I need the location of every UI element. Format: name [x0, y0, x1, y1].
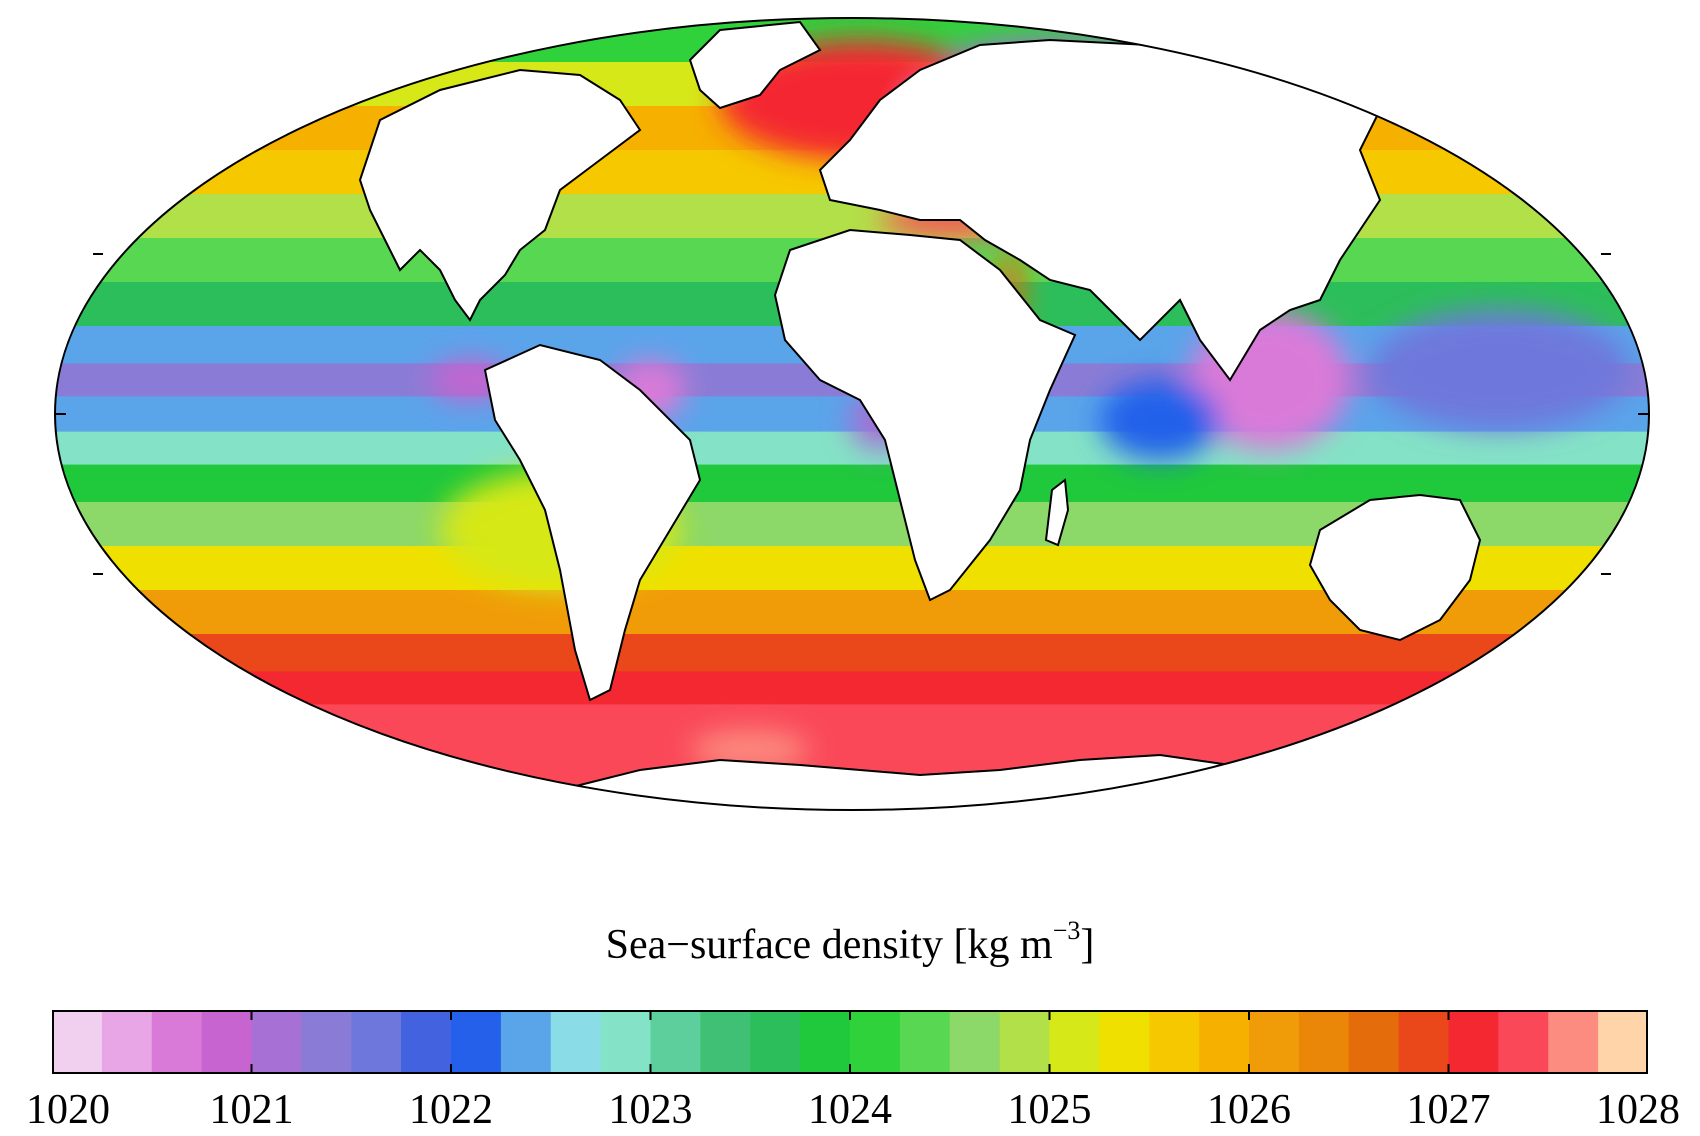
- colorbar-swatch: [1548, 1010, 1599, 1074]
- colorbar-swatch: [201, 1010, 252, 1074]
- colorbar-tick-label: 1027: [1406, 1087, 1491, 1133]
- colorbar-swatch: [1049, 1010, 1100, 1074]
- colorbar-swatch: [800, 1010, 851, 1074]
- colorbar-tick-label: 1028: [1596, 1087, 1680, 1133]
- colorbar-swatch: [351, 1010, 402, 1074]
- ocean-density-field: [55, 18, 1649, 810]
- land-eurasia: [818, 38, 1382, 382]
- colorbar-title-exponent: −3: [1052, 916, 1081, 945]
- land-madagascar: [1044, 478, 1070, 547]
- colorbar-swatch: [251, 1010, 302, 1074]
- colorbar-tick-label: 1021: [209, 1087, 294, 1133]
- colorbar-swatch: [52, 1010, 103, 1074]
- colorbar-swatch: [1099, 1010, 1150, 1074]
- colorbar-title: Sea−surface density [kg m−3]: [0, 916, 1700, 969]
- colorbar-tick-labels: 1020 1021 1022 1023 1024 1025 1026 1027 1028: [0, 1086, 1700, 1136]
- colorbar-swatch: [151, 1010, 203, 1074]
- colorbar-swatch: [600, 1010, 651, 1074]
- land-australia: [1308, 493, 1482, 642]
- colorbar-tick-label: 1024: [808, 1087, 892, 1133]
- map-border: [54, 17, 1650, 811]
- colorbar-swatch: [1398, 1010, 1449, 1074]
- density-band: [55, 464, 1649, 503]
- colorbar-swatch: [850, 1010, 901, 1074]
- colorbar-tick-label: 1022: [409, 1087, 493, 1133]
- colorbar-swatch: [1149, 1010, 1200, 1074]
- land-south-america: [483, 343, 702, 702]
- world-density-map: [54, 17, 1650, 811]
- colorbar-swatch: [650, 1010, 701, 1074]
- colorbar: [52, 1010, 1648, 1074]
- density-band: [55, 671, 1649, 706]
- colorbar-swatch: [949, 1010, 1001, 1074]
- land-greenland: [688, 20, 822, 110]
- colorbar-swatch: [700, 1010, 751, 1074]
- land-antarctica: [557, 753, 1283, 810]
- colorbar-tick-label: 1023: [608, 1087, 693, 1133]
- colorbar-title-main: Sea−surface density [kg m: [605, 922, 1053, 968]
- colorbar-swatch: [550, 1010, 602, 1074]
- continents: [358, 20, 1482, 810]
- colorbar-swatch: [101, 1010, 153, 1074]
- colorbar-swatch: [899, 1010, 951, 1074]
- density-band: [55, 431, 1649, 466]
- colorbar-tick-label: 1026: [1207, 1087, 1291, 1133]
- colorbar-swatch: [1448, 1010, 1499, 1074]
- colorbar-swatch: [451, 1010, 502, 1074]
- colorbar-tick-label: 1020: [26, 1087, 110, 1133]
- density-band: [55, 634, 1649, 673]
- colorbar-tick-label: 1025: [1007, 1087, 1092, 1133]
- colorbar-swatch: [750, 1010, 801, 1074]
- colorbar-title-close: ]: [1080, 922, 1095, 968]
- colorbar-swatch: [999, 1010, 1050, 1074]
- land-north-america: [358, 68, 642, 322]
- regional-feature: [1100, 380, 1220, 460]
- map-canvas: [54, 17, 1650, 811]
- land-africa: [773, 228, 1077, 602]
- colorbar-swatch: [1598, 1010, 1648, 1074]
- colorbar-swatch: [1298, 1010, 1350, 1074]
- regional-feature: [1370, 310, 1630, 430]
- map-edge-ticks: [56, 253, 1648, 575]
- colorbar-swatch: [1348, 1010, 1400, 1074]
- colorbar-swatch: [1498, 1010, 1549, 1074]
- colorbar-swatch: [500, 1010, 552, 1074]
- colorbar-swatch: [1199, 1010, 1250, 1074]
- colorbar-swatch: [401, 1010, 452, 1074]
- colorbar-swatch: [301, 1010, 352, 1074]
- colorbar-swatch: [1249, 1010, 1300, 1074]
